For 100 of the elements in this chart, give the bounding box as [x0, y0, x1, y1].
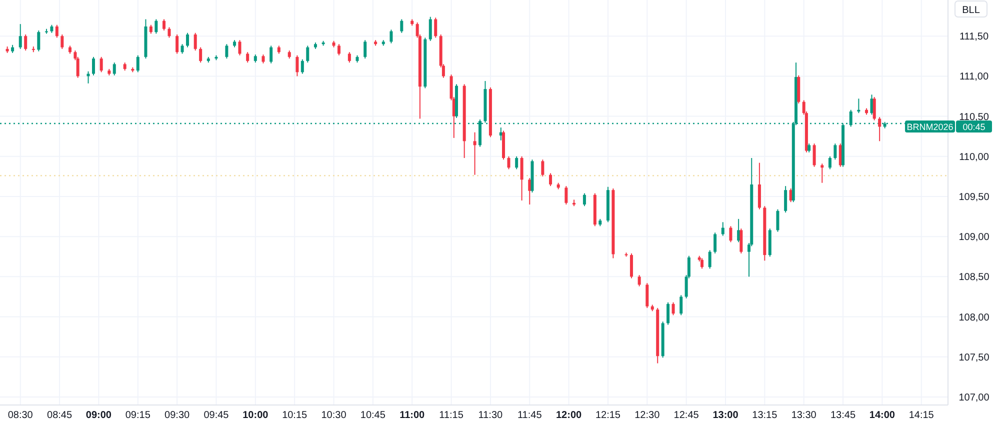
candlestick [857, 98, 860, 114]
x-tick-label: 09:45 [204, 410, 230, 421]
candlestick [337, 44, 340, 56]
x-tick-label: 12:15 [595, 410, 621, 421]
candlestick [60, 34, 64, 50]
candlestick [646, 282, 649, 308]
x-tick-label: 12:00 [556, 410, 582, 421]
candlestick [154, 18, 158, 34]
y-tick-label: 111,50 [959, 32, 989, 43]
text: BLL [962, 5, 980, 16]
candlestick [515, 156, 518, 170]
candlestick [872, 96, 876, 121]
y-tick-label: 107,50 [958, 352, 990, 364]
candlestick [194, 32, 197, 52]
candlestick [541, 159, 544, 177]
x-tick-label: 11:30 [478, 410, 504, 421]
candlestick [186, 32, 190, 48]
x-tick-label: 10:30 [321, 410, 347, 421]
x-tick-label: 13:00 [712, 410, 739, 421]
x-tick-label: 11:15 [439, 410, 464, 421]
candlestick [364, 40, 367, 60]
x-tick-label: 11:45 [517, 410, 542, 421]
x-tick-label: 10:45 [360, 410, 386, 421]
candlestick [168, 26, 171, 38]
candlestick [199, 46, 202, 64]
candlestick [507, 156, 510, 170]
candlestick [758, 162, 761, 210]
y-tick-label: 111,00 [959, 72, 989, 83]
candlestick [246, 52, 250, 64]
candlestick [176, 34, 179, 54]
candlestick [18, 24, 22, 50]
x-tick-label: 09:30 [164, 410, 190, 421]
x-tick-label: 11:00 [400, 410, 426, 421]
candlestick [714, 232, 717, 254]
y-tick-label: 109,50 [958, 192, 990, 203]
candlestick [434, 17, 438, 38]
candlestick [849, 109, 852, 128]
candlestick [638, 274, 641, 287]
x-tick-label: 13:30 [791, 410, 817, 421]
candlestick [390, 29, 393, 44]
candlestick [630, 252, 633, 279]
candlestick [740, 228, 743, 254]
x-tick-label: 09:00 [86, 410, 112, 421]
candlestick [92, 56, 95, 76]
candlestick [564, 186, 568, 206]
x-tick-label: 08:30 [8, 410, 34, 421]
y-tick-label: 108,50 [958, 272, 990, 284]
candlestick [582, 192, 586, 207]
candlestick [306, 45, 310, 64]
y-tick-label: 107,00 [958, 392, 990, 404]
candlestick [820, 163, 824, 184]
x-tick-label: 10:15 [282, 410, 308, 421]
x-tick-label: 14:00 [869, 410, 896, 421]
candlestick [700, 258, 704, 270]
x-tick-label: 13:45 [830, 410, 856, 421]
candlestick [776, 208, 780, 232]
candlestick [270, 45, 273, 64]
ref-line-label: BRNM2026 [906, 122, 954, 132]
candlestick [729, 226, 732, 243]
candlestick [520, 156, 524, 201]
candlestick [24, 34, 28, 52]
candlestick [672, 302, 675, 316]
candlestick [296, 54, 299, 77]
x-tick-label: 08:45 [47, 410, 72, 421]
candlestick [680, 294, 683, 316]
x-tick-label: 12:45 [674, 410, 700, 421]
candlestick [238, 40, 242, 56]
x-tick-label: 14:15 [908, 410, 934, 421]
candlestick [784, 186, 788, 214]
x-tick-label: 10:00 [242, 410, 269, 421]
candlestick [812, 143, 816, 168]
x-tick-label: 09:15 [125, 410, 151, 421]
candlestick [37, 30, 40, 52]
candlestick [721, 222, 724, 236]
x-tick-label: 12:30 [634, 410, 660, 421]
candlestick [828, 156, 832, 170]
candlestick [180, 44, 184, 54]
candlestick [300, 58, 304, 74]
candlestick [428, 16, 432, 42]
y-tick-label: 109,00 [958, 232, 990, 244]
y-tick-label: 110,50 [959, 112, 990, 123]
candlestick [225, 44, 228, 60]
text: 00:45 [962, 122, 986, 132]
candlestick [708, 250, 712, 270]
y-tick-label: 110,00 [959, 152, 990, 163]
candlestick [136, 54, 140, 73]
candlestick [348, 52, 351, 64]
candlestick [55, 24, 58, 38]
candlestick [112, 62, 116, 76]
candlestick [549, 172, 552, 187]
candlestick [400, 18, 404, 34]
candlestick [878, 116, 882, 142]
candlestick [162, 18, 166, 31]
candlestick [666, 302, 670, 326]
candlestick [834, 143, 837, 160]
y-tick-label: 108,00 [958, 312, 990, 324]
candlestick [870, 94, 874, 116]
candlestick [100, 56, 103, 73]
x-tick-label: 13:15 [752, 410, 778, 421]
candlestick [473, 132, 476, 176]
